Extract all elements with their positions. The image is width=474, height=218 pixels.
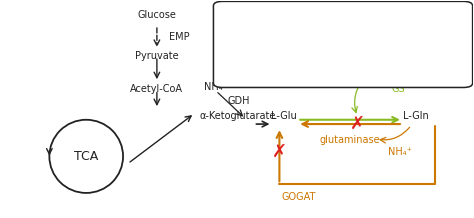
Text: Pyruvate: Pyruvate (135, 51, 179, 61)
Text: NH₄⁺: NH₄⁺ (204, 82, 228, 92)
Text: GS: GS (392, 83, 405, 94)
Text: Glucose: Glucose (137, 10, 176, 20)
Text: EMP: EMP (169, 32, 189, 42)
Text: GOGAT: GOGAT (281, 192, 315, 202)
Text: L-Gln: L-Gln (403, 111, 429, 121)
Text: overexpression: overexpression (319, 58, 393, 68)
Text: TCA: TCA (74, 150, 98, 163)
FancyBboxPatch shape (213, 1, 473, 87)
Text: L-Glu: L-Glu (271, 111, 297, 121)
Text: α-Ketoglutarate: α-Ketoglutarate (199, 111, 276, 121)
Text: glutaminase: glutaminase (320, 135, 381, 145)
Text: knockout: knockout (319, 31, 364, 41)
Text: ✗: ✗ (350, 115, 365, 133)
Text: GDH: GDH (227, 97, 250, 106)
Text: ✗: ✗ (272, 143, 287, 161)
Text: NH₄⁺: NH₄⁺ (355, 67, 379, 77)
Text: Acetyl-CoA: Acetyl-CoA (130, 84, 183, 94)
Text: NH₄⁺: NH₄⁺ (388, 147, 411, 157)
